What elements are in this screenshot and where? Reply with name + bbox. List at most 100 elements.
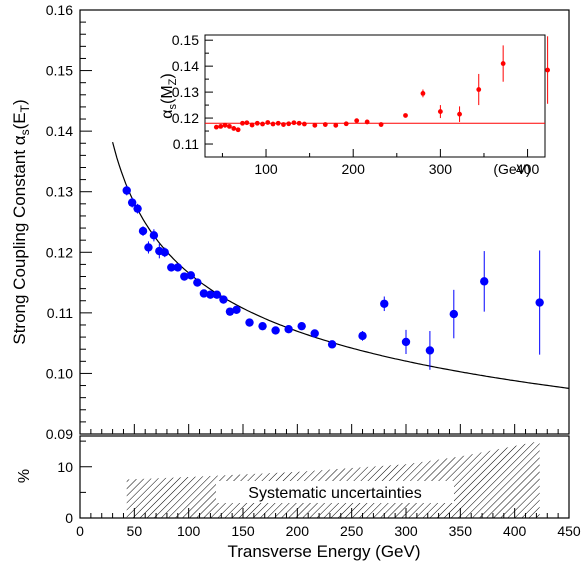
inset-data-point — [322, 122, 328, 127]
y-tick-label: 0.16 — [46, 2, 73, 18]
inset-y-axis-label: αs(MZ) — [159, 73, 179, 118]
inset-data-point — [249, 122, 255, 128]
x-tick-label: 300 — [394, 523, 418, 539]
inset-y-label-paren-sub: Z — [167, 78, 179, 85]
main-data-point — [193, 278, 202, 287]
inset-y-label-open: (M — [159, 85, 176, 104]
inset-data-point — [500, 61, 506, 66]
inset-x-tick-label: 400 — [516, 161, 540, 177]
main-data-point — [535, 298, 544, 307]
inset-data-point — [235, 127, 241, 133]
inset-x-tick-label: 300 — [429, 161, 453, 177]
main-data-point — [180, 272, 189, 281]
y-tick-label: 0.15 — [46, 63, 73, 79]
main-data-point — [144, 243, 153, 252]
y-tick-label: 0.14 — [46, 123, 73, 139]
inset-data-point — [213, 124, 219, 130]
systematics-band-label: Systematic uncertainties — [248, 485, 421, 502]
y-axis-label-open: (E — [10, 112, 29, 129]
systematics-band-group — [126, 441, 540, 518]
main-data-point — [167, 263, 176, 272]
systematics-label-bg — [216, 481, 454, 503]
main-data-point — [358, 331, 367, 341]
inset-data-point — [231, 126, 237, 131]
inset-data-point — [275, 120, 281, 126]
main-data-point — [480, 277, 489, 286]
sys-y-tick-label: 0 — [65, 510, 73, 526]
inset-axis-ticks: 0.11 0.12 0.13 0.14 0.15 100 200 300 400(GeV) — [172, 32, 540, 177]
main-data-point — [199, 289, 209, 298]
x-tick-label: 350 — [449, 523, 473, 539]
main-data-point — [232, 305, 241, 315]
inset-data-point — [378, 122, 384, 127]
inset-x-unit-label: (GeV) — [493, 161, 530, 177]
main-data-point — [219, 295, 228, 304]
inset-y-tick-label: 0.14 — [172, 58, 199, 74]
main-data-point — [149, 231, 159, 240]
main-data-point — [160, 248, 169, 257]
inset-y-tick-label: 0.15 — [172, 32, 199, 48]
inset-x-tick-label: 200 — [342, 161, 366, 177]
x-tick-label: 100 — [177, 523, 201, 539]
inset-y-tick-label: 0.11 — [173, 136, 199, 152]
y-tick-label: 0.10 — [46, 365, 73, 381]
x-tick-label: 150 — [231, 523, 255, 539]
main-data-point — [173, 263, 182, 272]
inset-data-point — [265, 120, 271, 125]
main-data-point — [138, 226, 148, 236]
inset-data-point — [457, 111, 462, 117]
main-data-point — [425, 346, 435, 355]
systematics-y-label: % — [16, 469, 33, 483]
inset-data-point — [364, 119, 370, 125]
inset-data-point — [291, 120, 297, 126]
systematics-axis-ticks: 0 50 100 150 200 250 300 350 400 450 0 10 — [57, 440, 581, 539]
inset-data-point — [286, 121, 292, 127]
main-data-point — [212, 290, 222, 299]
main-data-point — [122, 186, 131, 195]
inset-data-point — [403, 113, 408, 118]
inset-data-point — [312, 122, 318, 128]
main-data-point — [245, 318, 254, 327]
inset-data-point — [281, 122, 286, 127]
inset-data-point — [296, 120, 302, 126]
inset-data-point — [476, 87, 482, 92]
x-tick-label: 0 — [76, 523, 84, 539]
main-data-point — [401, 337, 411, 347]
inset-data-point — [222, 122, 228, 128]
inset-data-point — [333, 122, 339, 128]
y-axis-label-paren-sub: T — [18, 104, 32, 112]
inset-data-points — [213, 36, 551, 133]
main-data-points — [122, 185, 544, 370]
main-axis-ticks: 0.09 0.10 0.11 0.12 0.13 0.14 0.15 0.16 — [46, 2, 570, 442]
inset-y-tick-label: 0.12 — [172, 110, 199, 126]
y-axis-label-sub: s — [18, 129, 32, 135]
inset-y-label-sub: s — [167, 103, 179, 109]
inset-y-tick-label: 0.13 — [172, 84, 199, 100]
y-axis-label: Strong Coupling Constant αs(ET) — [10, 99, 32, 344]
inset-data-point — [420, 91, 426, 96]
inset-data-point — [240, 120, 245, 126]
main-data-point — [186, 271, 196, 280]
inset-y-label-main: α — [159, 109, 176, 118]
inset-data-point — [301, 121, 307, 127]
sys-y-tick-label: 10 — [57, 459, 73, 475]
x-axis-label: Transverse Energy (GeV) — [227, 542, 420, 561]
inset-x-tick-label: 100 — [254, 161, 278, 177]
main-data-point — [284, 325, 293, 334]
main-data-point — [449, 309, 459, 319]
inset-plot-frame — [204, 34, 546, 158]
inset-data-point — [260, 121, 265, 127]
y-tick-label: 0.13 — [46, 184, 73, 200]
x-tick-label: 250 — [340, 523, 364, 539]
inset-data-point — [244, 120, 250, 126]
main-data-point — [206, 290, 215, 299]
main-data-point — [380, 299, 389, 308]
x-tick-label: 400 — [503, 523, 527, 539]
inset-data-point — [227, 123, 232, 129]
x-tick-label: 450 — [557, 523, 581, 539]
main-data-point — [310, 329, 319, 338]
y-tick-label: 0.11 — [47, 305, 73, 321]
inset-data-point — [354, 118, 360, 124]
y-tick-label: 0.09 — [46, 426, 73, 442]
